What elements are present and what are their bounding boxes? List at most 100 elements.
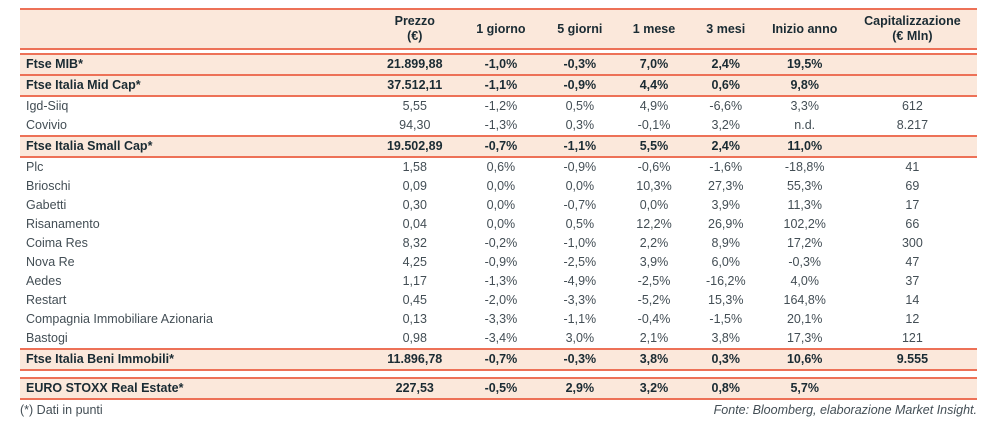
header-inizio-anno: Inizio anno — [761, 8, 848, 55]
index-row: Ftse Italia Small Cap* 19.502,89 -0,7% -1,1… — [20, 135, 977, 158]
spacer-row — [20, 370, 977, 378]
cell-name: Covivio — [26, 118, 67, 132]
cell-1-mese: 10,3% — [636, 179, 672, 193]
cell-1-mese: 3,8% — [618, 348, 690, 371]
cell-inizio-anno: 17,2% — [786, 236, 823, 250]
cell-3-mesi: 3,9% — [711, 198, 741, 212]
cell-inizio-anno: 9,8% — [761, 74, 848, 97]
cell-name: Bastogi — [26, 331, 68, 345]
cell-3-mesi: 0,8% — [689, 377, 762, 400]
cell-1-giorno: -1,1% — [460, 74, 542, 97]
cell-1-giorno: 0,0% — [486, 217, 516, 231]
cell-inizio-anno: 102,2% — [783, 217, 826, 231]
cell-1-mese: 5,5% — [618, 135, 690, 158]
cell-capitalizzazione: 47 — [905, 255, 920, 269]
cell-name: Ftse Italia Beni Immobili* — [20, 348, 370, 371]
cell-prezzo: 0,13 — [402, 312, 427, 326]
header-1-mese: 1 mese — [618, 8, 690, 55]
cell-5-giorni: 0,5% — [565, 217, 595, 231]
cell-prezzo: 0,30 — [402, 198, 427, 212]
cell-3-mesi: 0,6% — [689, 74, 762, 97]
cell-inizio-anno: 10,6% — [761, 348, 848, 371]
market-performance-table: Prezzo (€) 1 giorno 5 giorni 1 mese 3 me… — [20, 8, 977, 400]
table-footer: (*) Dati in punti Fonte: Bloomberg, elab… — [20, 400, 977, 417]
cell-1-giorno: -2,0% — [484, 293, 518, 307]
cell-name: Aedes — [26, 274, 62, 288]
cell-1-giorno: 0,0% — [486, 198, 516, 212]
cell-name: EURO STOXX Real Estate* — [20, 377, 370, 400]
cell-1-giorno: -3,4% — [484, 331, 518, 345]
cell-capitalizzazione: 17 — [905, 198, 920, 212]
cell-1-giorno: 0,6% — [486, 160, 516, 174]
header-capitalizzazione: Capitalizzazione (€ Mln) — [847, 8, 977, 55]
cell-3-mesi: 15,3% — [708, 293, 744, 307]
cell-3-mesi: -1,5% — [709, 312, 743, 326]
cell-name: Compagnia Immobiliare Azionaria — [26, 312, 213, 326]
cell-3-mesi: 8,9% — [711, 236, 741, 250]
cell-3-mesi: -1,6% — [709, 160, 743, 174]
stock-row: Igd-Siiq 5,55 -1,2% 0,5% 4,9% -6,6% 3,3% 612 — [20, 96, 977, 116]
cell-inizio-anno: -0,3% — [788, 255, 822, 269]
cell-inizio-anno: 17,3% — [786, 331, 823, 345]
cell-inizio-anno: 55,3% — [786, 179, 823, 193]
cell-5-giorni: 3,0% — [565, 331, 595, 345]
cell-3-mesi: 0,3% — [689, 348, 762, 371]
cell-name: Coima Res — [26, 236, 88, 250]
index-row: EURO STOXX Real Estate* 227,53 -0,5% 2,9% 3,… — [20, 377, 977, 400]
cell-1-mese: 4,9% — [639, 99, 669, 113]
cell-5-giorni: -0,3% — [541, 50, 619, 76]
cell-name: Restart — [26, 293, 67, 307]
cell-prezzo: 0,09 — [402, 179, 427, 193]
cell-1-giorno: -1,0% — [460, 50, 542, 76]
cell-1-giorno: -0,2% — [484, 236, 518, 250]
header-name — [20, 8, 370, 55]
cell-5-giorni: 0,0% — [565, 179, 595, 193]
cell-3-mesi: -16,2% — [705, 274, 746, 288]
source-note: Fonte: Bloomberg, elaborazione Market In… — [713, 403, 977, 417]
cell-1-giorno: -3,3% — [484, 312, 518, 326]
cell-1-mese: -0,6% — [637, 160, 671, 174]
cell-capitalizzazione — [847, 377, 977, 400]
cell-5-giorni: -0,9% — [541, 74, 619, 97]
stock-row: Bastogi 0,98 -3,4% 3,0% 2,1% 3,8% 17,3% 121 — [20, 329, 977, 349]
header-5-giorni: 5 giorni — [541, 8, 619, 55]
stock-row: Nova Re 4,25 -0,9% -2,5% 3,9% 6,0% -0,3% 47 — [20, 253, 977, 272]
stock-row: Risanamento 0,04 0,0% 0,5% 12,2% 26,9% 102,2% 6… — [20, 215, 977, 234]
cell-3-mesi: 3,8% — [711, 331, 741, 345]
cell-capitalizzazione: 8.217 — [896, 118, 929, 132]
cell-5-giorni: -2,5% — [563, 255, 597, 269]
cell-name: Ftse MIB* — [20, 50, 370, 76]
cell-prezzo: 94,30 — [399, 118, 431, 132]
header-row: Prezzo (€) 1 giorno 5 giorni 1 mese 3 me… — [20, 8, 977, 55]
cell-capitalizzazione: 9.555 — [847, 348, 977, 371]
cell-capitalizzazione: 14 — [905, 293, 920, 307]
cell-capitalizzazione: 612 — [901, 99, 923, 113]
cell-name: Ftse Italia Mid Cap* — [20, 74, 370, 97]
cell-name: Brioschi — [26, 179, 71, 193]
cell-1-mese: 2,1% — [639, 331, 669, 345]
cell-capitalizzazione: 37 — [905, 274, 920, 288]
cell-1-mese: 2,2% — [639, 236, 669, 250]
cell-5-giorni: -0,7% — [563, 198, 597, 212]
stock-row: Aedes 1,17 -1,3% -4,9% -2,5% -16,2% 4,0% 37 — [20, 272, 977, 291]
index-row: Ftse MIB* 21.899,88 -1,0% -0,3% 7,0% 2,4% 19,5… — [20, 50, 977, 76]
header-3-mesi: 3 mesi — [689, 8, 762, 55]
cell-1-mese: 4,4% — [618, 74, 690, 97]
cell-inizio-anno: 4,0% — [790, 274, 819, 288]
cell-prezzo: 8,32 — [402, 236, 427, 250]
cell-1-giorno: -1,2% — [484, 99, 518, 113]
cell-prezzo: 0,98 — [402, 331, 427, 345]
cell-1-mese: 12,2% — [636, 217, 672, 231]
stock-row: Brioschi 0,09 0,0% 0,0% 10,3% 27,3% 55,3% 69 — [20, 177, 977, 196]
cell-prezzo: 21.899,88 — [369, 50, 461, 76]
cell-3-mesi: 27,3% — [708, 179, 744, 193]
cell-inizio-anno: n.d. — [794, 118, 816, 132]
cell-1-mese: 3,9% — [639, 255, 669, 269]
cell-inizio-anno: 19,5% — [761, 50, 848, 76]
cell-inizio-anno: 11,0% — [761, 135, 848, 158]
cell-1-giorno: 0,0% — [486, 179, 516, 193]
stock-row: Restart 0,45 -2,0% -3,3% -5,2% 15,3% 164,8% 14 — [20, 291, 977, 310]
cell-inizio-anno: -18,8% — [784, 160, 825, 174]
cell-capitalizzazione — [847, 74, 977, 97]
